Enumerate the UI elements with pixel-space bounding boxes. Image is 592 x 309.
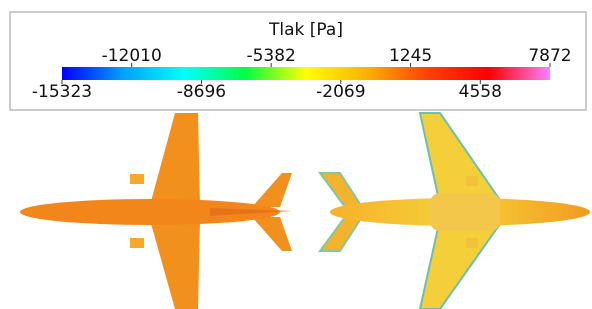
tick-label: -12010 [102, 46, 162, 66]
tick-label: -5382 [246, 46, 295, 66]
tick-label: -15323 [32, 82, 92, 102]
tick-label: 7872 [528, 46, 571, 66]
colorbar-title: Tlak [Pa] [268, 20, 343, 40]
chart: Tlak [Pa] -15323 -12010 -8696 -5382 -2069 124… [0, 0, 592, 309]
page: Tlak [Pa] -15323 -12010 -8696 -5382 -2069 124… [0, 0, 592, 309]
tick-label: -8696 [177, 82, 226, 102]
tick-label: 1245 [389, 46, 432, 66]
colorbar [62, 67, 550, 80]
aircraft-left [20, 113, 292, 309]
tick-label: 4558 [459, 82, 502, 102]
aircraft-right [320, 113, 590, 309]
tick-label: -2069 [316, 82, 365, 102]
